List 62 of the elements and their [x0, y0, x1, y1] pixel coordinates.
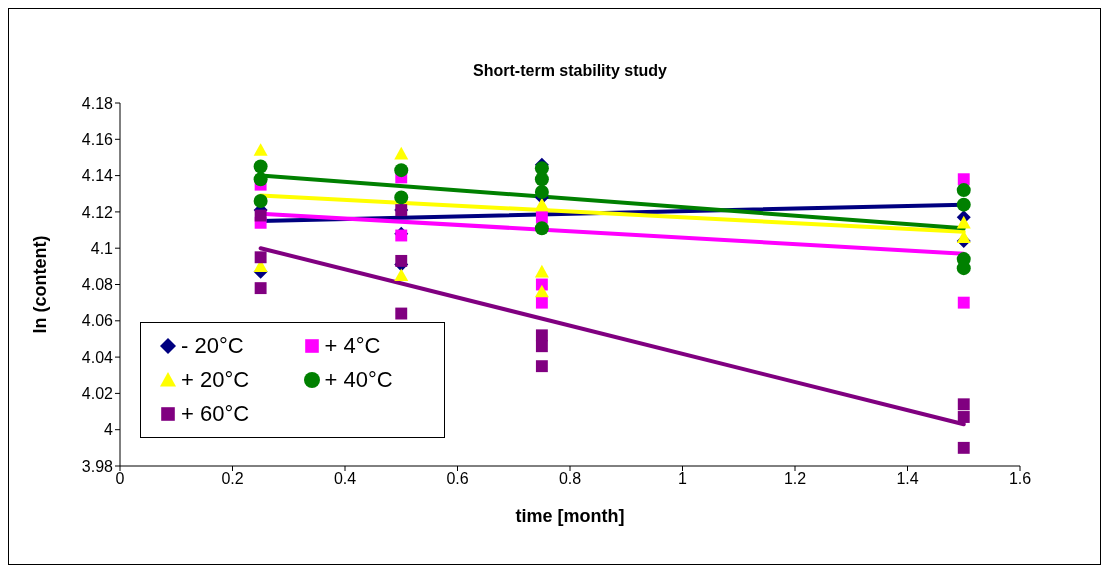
point	[253, 159, 268, 174]
legend-label: + 40°C	[324, 367, 393, 393]
y-tick-label: 3.98	[81, 457, 114, 475]
point	[957, 398, 970, 411]
point	[254, 251, 267, 264]
x-axis-title: time [month]	[515, 506, 625, 526]
point	[534, 284, 549, 298]
point	[534, 221, 549, 236]
y-tick-label: 4.04	[81, 348, 114, 366]
point	[535, 296, 548, 309]
y-tick-label: 4.14	[81, 167, 114, 185]
y-axis-title: ln (content)	[30, 235, 51, 334]
point	[957, 296, 970, 309]
point	[253, 143, 268, 156]
point	[535, 360, 548, 373]
x-tick-label: 0	[115, 470, 125, 488]
y-tick-label: 4.02	[81, 385, 114, 403]
point	[956, 261, 971, 276]
y-tick-label: 4	[104, 421, 114, 439]
point	[535, 340, 548, 353]
x-tick-label: 1.2	[783, 470, 807, 488]
point	[957, 441, 970, 454]
point	[395, 307, 408, 320]
point	[394, 146, 409, 160]
legend-label: + 60°C	[181, 401, 250, 427]
point	[535, 329, 548, 342]
point	[395, 254, 408, 267]
point	[957, 411, 970, 423]
x-tick-label: 0.6	[446, 470, 469, 488]
legend-label: + 20°C	[181, 367, 250, 393]
point	[253, 194, 268, 209]
x-tick-label: 0.8	[558, 470, 582, 488]
chart-title: Short-term stability study	[472, 62, 668, 80]
point	[956, 197, 971, 212]
point	[254, 282, 267, 295]
legend-label: + 4°C	[324, 333, 381, 359]
point	[534, 184, 549, 199]
point	[534, 197, 549, 211]
y-tick-label: 4.12	[81, 203, 114, 221]
point	[254, 209, 267, 222]
y-tick-label: 4.16	[81, 130, 114, 148]
point	[253, 172, 268, 187]
point	[535, 211, 548, 224]
point	[394, 190, 409, 205]
point	[534, 264, 549, 278]
x-tick-label: 0.4	[333, 470, 357, 488]
x-tick-label: 1.4	[896, 470, 919, 488]
legend-label: - 20°C	[181, 333, 244, 359]
y-tick-label: 4.18	[81, 94, 114, 112]
y-tick-label: 4.06	[81, 312, 114, 330]
point	[956, 230, 971, 243]
point	[956, 215, 971, 229]
x-tick-label: 0.2	[221, 470, 244, 488]
x-tick-label: 1.6	[1008, 470, 1032, 488]
y-tick-label: 4.1	[90, 239, 114, 257]
point	[394, 268, 409, 282]
y-tick-label: 4.08	[81, 276, 114, 294]
x-tick-label: 1	[678, 470, 688, 488]
point	[956, 183, 971, 198]
point	[394, 163, 409, 178]
point	[534, 172, 549, 187]
point	[957, 173, 970, 186]
